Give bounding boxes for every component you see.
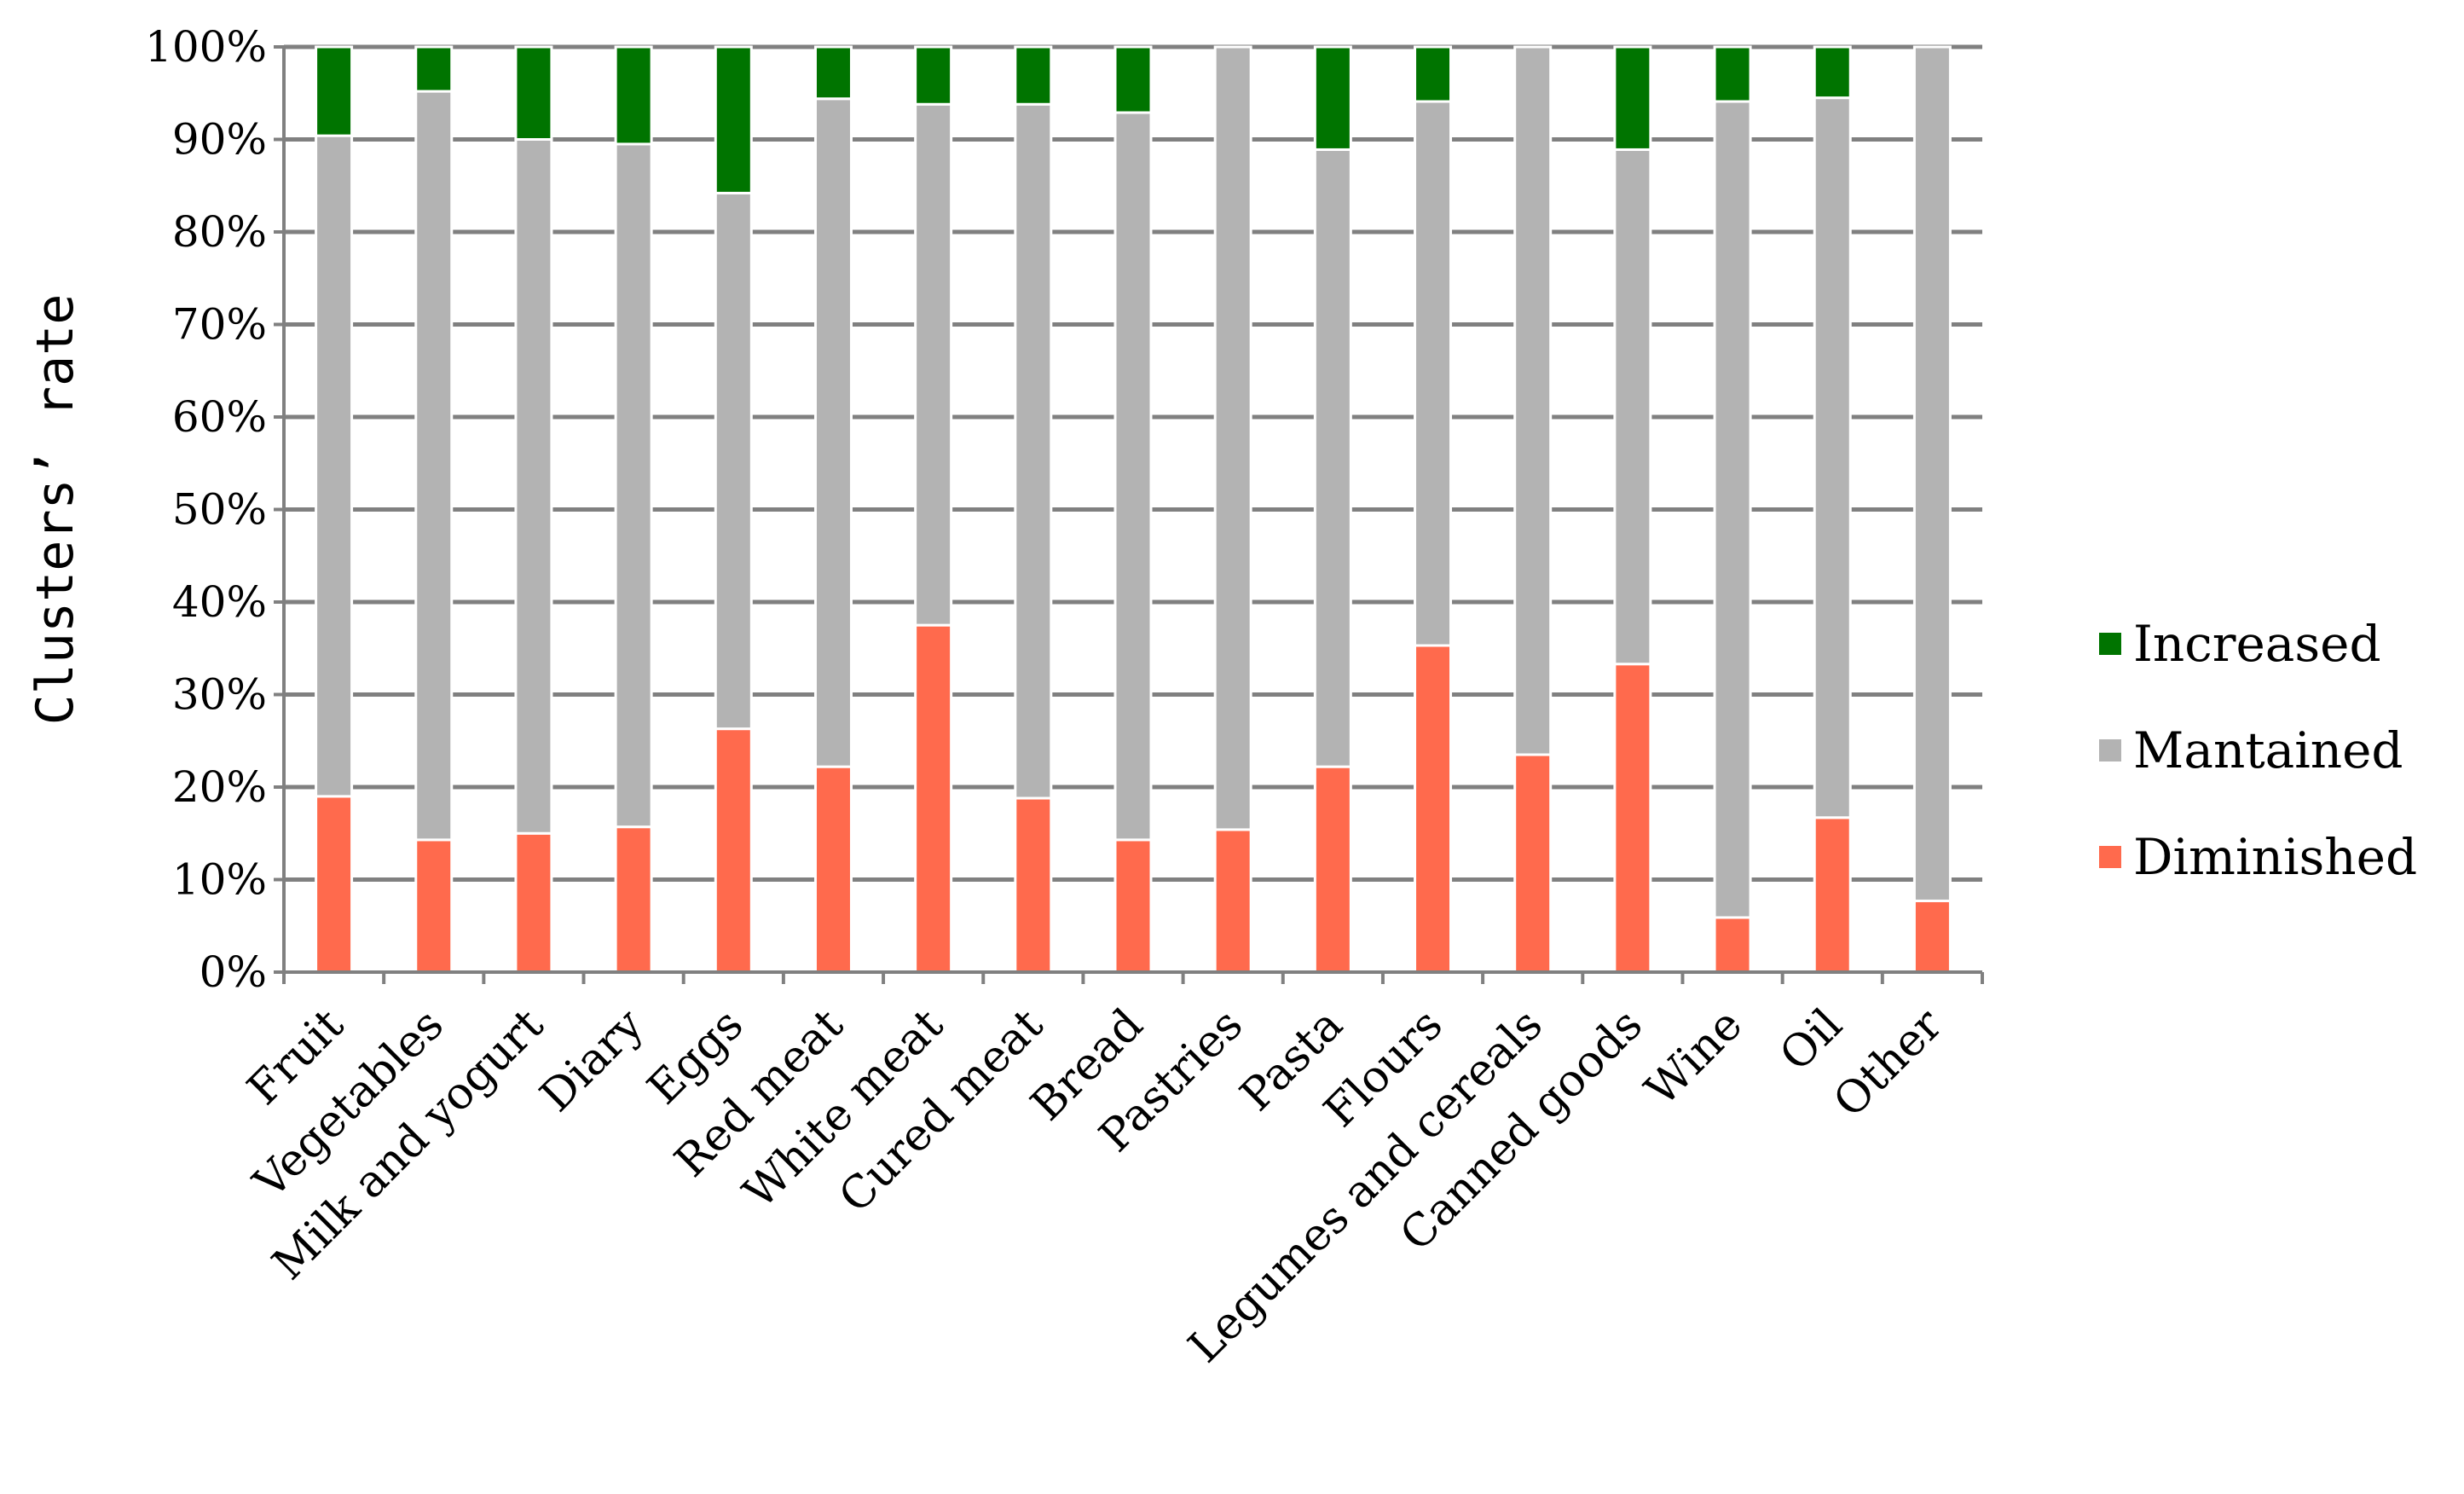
y-tick-label: 90% [172,115,267,165]
bar-segment-increased [614,45,653,146]
bar-segment-mantained [1613,148,1652,666]
bar-segment-increased [1613,45,1652,151]
bar-segment-increased [914,45,953,106]
bar-segment-mantained [614,142,653,829]
bar-segment-mantained [1713,100,1752,919]
y-tick-labels: 0% 10% 20% 30% 40% 50% 60% 70% 80% 90% 100% [145,22,267,997]
bar-segment-diminished [1313,765,1352,974]
x-category-label: Diary [530,999,653,1121]
bar-segment-diminished [1113,838,1153,974]
bar-segment-increased [315,45,354,137]
bar-segment-diminished [813,765,853,974]
legend-label-mantained: Mantained [2133,721,2403,779]
bar-segment-increased [1813,45,1852,100]
x-category-label: Oil [1770,999,1852,1081]
bar-segment-mantained [1113,111,1153,842]
bar-segment-diminished [614,825,653,974]
y-tick-label: 10% [172,855,267,905]
bar-segment-diminished [414,838,454,974]
bar-segment-mantained [414,90,454,842]
bar-segment-increased [1713,45,1752,103]
legend-swatch-diminished [2099,846,2121,868]
y-tick-label: 60% [172,392,267,442]
bar-segment-increased [813,45,853,101]
y-tick-label: 20% [172,762,267,812]
bar-segment-mantained [1313,148,1352,768]
bar-segment-increased [1414,45,1453,103]
bar-segment-diminished [1414,644,1453,974]
y-tick-label: 30% [172,670,267,720]
legend-label-increased: Increased [2133,615,2381,673]
bar-segment-mantained [1513,45,1553,756]
bar-segment-mantained [1414,100,1453,647]
bar-segment-mantained [1813,96,1852,819]
x-category-label: Other [1824,999,1952,1127]
legend-label-diminished: Diminished [2133,828,2417,886]
axes [274,45,1984,984]
bar-segment-increased [414,45,454,93]
y-tick-label: 70% [172,300,267,350]
bar-segment-mantained [1014,102,1053,800]
legend: Increased Mantained Diminished [2099,615,2417,886]
bar-segment-diminished [1213,828,1252,974]
bar-segment-diminished [714,727,753,974]
bar-segment-mantained [914,102,953,627]
bar-segment-mantained [514,138,553,835]
x-category-label: Wine [1635,999,1752,1116]
y-tick-label: 100% [145,22,267,72]
y-tick-label: 50% [172,485,267,535]
bars [315,45,1952,974]
bar-segment-diminished [1813,816,1852,974]
y-axis-title: Clusters’ rate [26,294,85,726]
y-tick-label: 80% [172,207,267,257]
bar-segment-diminished [514,831,553,974]
bar-segment-mantained [813,97,853,768]
bar-segment-diminished [914,623,953,974]
y-tick-label: 40% [172,577,267,627]
bar-segment-increased [1014,45,1053,106]
bar-segment-increased [514,45,553,141]
bar-segment-diminished [1014,796,1053,974]
bar-segment-diminished [1912,899,1952,974]
bar-segment-diminished [1713,916,1752,974]
bar-segment-mantained [1213,45,1252,831]
legend-swatch-increased [2099,633,2121,655]
bar-segment-diminished [1513,753,1553,974]
bar-segment-diminished [1613,663,1652,974]
bar-segment-mantained [1912,45,1952,902]
bar-segment-increased [1313,45,1352,151]
bar-segment-mantained [714,191,753,731]
bar-segment-increased [714,45,753,194]
bar-segment-mantained [315,134,354,798]
bar-segment-increased [1113,45,1153,114]
legend-swatch-mantained [2099,739,2121,761]
bar-segment-diminished [315,795,354,974]
y-tick-label: 0% [200,947,267,997]
